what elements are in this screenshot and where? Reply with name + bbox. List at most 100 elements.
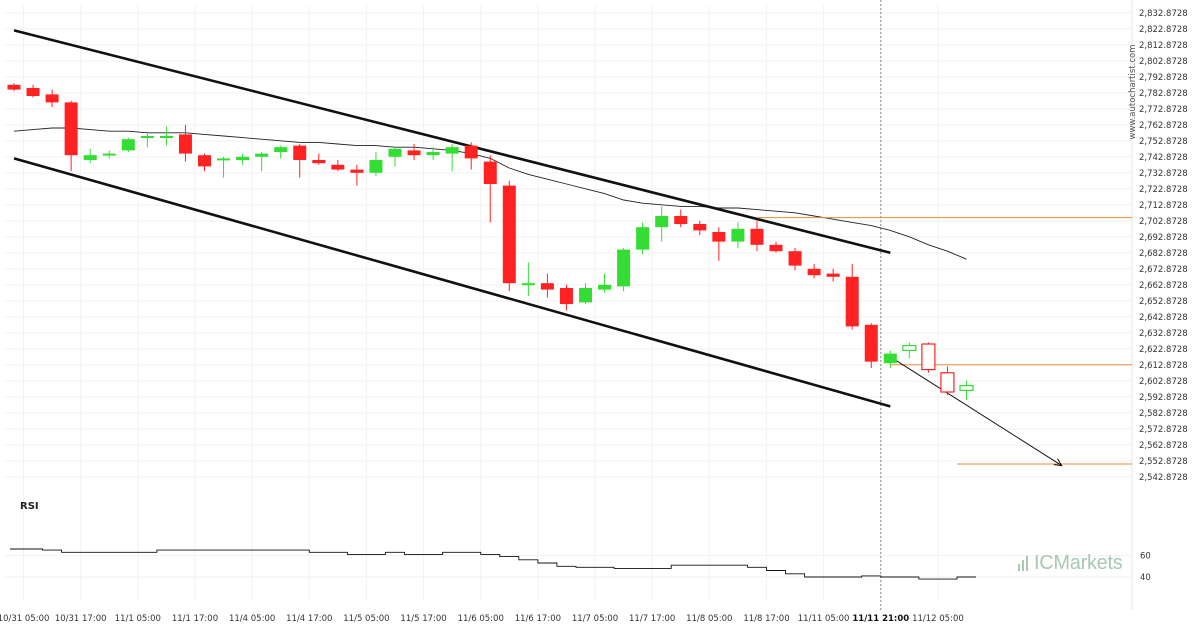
candle-body	[45, 94, 59, 103]
y-tick-label: 2,702.8728	[1139, 217, 1188, 227]
y-tick-label: 2,772.8728	[1139, 105, 1188, 115]
y-tick-label: 2,632.8728	[1139, 329, 1188, 339]
candles-layer	[7, 83, 974, 400]
x-tick-label: 11/12 05:00	[912, 614, 964, 624]
x-tick-label: 11/1 05:00	[115, 614, 161, 624]
y-tick-label: 2,692.8728	[1139, 233, 1188, 243]
candle-body	[407, 150, 421, 156]
x-tick-label: 11/8 05:00	[686, 614, 732, 624]
y-tick-label: 2,592.8728	[1139, 393, 1188, 403]
y-tick-label: 2,722.8728	[1139, 185, 1188, 195]
x-tick-label: 10/31 05:00	[0, 614, 49, 624]
y-tick-label: 2,662.8728	[1139, 281, 1188, 291]
x-tick-label: 11/5 17:00	[400, 614, 446, 624]
y-tick-label: 2,582.8728	[1139, 409, 1188, 419]
y-tick-label: 2,612.8728	[1139, 361, 1188, 371]
candle-body	[350, 169, 364, 173]
x-tick-label: 11/7 17:00	[629, 614, 675, 624]
candle-body	[540, 283, 554, 290]
candle-body	[712, 231, 726, 242]
candle-body	[388, 148, 402, 157]
candle-body	[7, 84, 21, 90]
x-tick-label: 11/1 17:00	[172, 614, 218, 624]
grid-layer	[5, 0, 1133, 610]
candle-body	[274, 147, 288, 152]
y-tick-label: 2,802.8728	[1139, 57, 1188, 67]
candle-body	[826, 273, 840, 277]
rsi-tick-label: 40	[1140, 573, 1151, 583]
x-tick-label: 10/31 17:00	[55, 614, 107, 624]
rsi-line	[10, 548, 976, 580]
x-tick-label: 11/7 05:00	[572, 614, 618, 624]
candle-body	[559, 287, 573, 304]
y-tick-label: 2,762.8728	[1139, 121, 1188, 131]
candle-body	[483, 161, 497, 184]
channel-upper-line	[13, 29, 891, 255]
candle-body	[617, 249, 631, 287]
candle-body	[426, 151, 440, 156]
projection-arrow-head	[1053, 458, 1063, 467]
y-tick-label: 2,562.8728	[1139, 441, 1188, 451]
y-tick-label: 2,742.8728	[1139, 153, 1188, 163]
x-tick-label: 11/4 05:00	[229, 614, 275, 624]
x-tick-label: 11/8 17:00	[743, 614, 789, 624]
rsi-title: RSI	[20, 501, 39, 512]
x-tick-label: 11/11 05:00	[798, 614, 850, 624]
y-tick-label: 2,822.8728	[1139, 25, 1188, 35]
candle-body	[731, 228, 745, 242]
candle-body	[636, 227, 650, 250]
x-tick-label: 11/4 17:00	[286, 614, 332, 624]
brand-name: ICMarkets	[1034, 551, 1123, 574]
candle-body	[26, 87, 40, 96]
candle-body	[236, 156, 250, 160]
y-tick-label: 2,672.8728	[1139, 265, 1188, 275]
candle-body	[464, 145, 478, 159]
y-tick-label: 2,752.8728	[1139, 137, 1188, 147]
candle-body	[198, 155, 211, 167]
y-tick-label: 2,602.8728	[1139, 377, 1188, 387]
candle-body	[312, 159, 326, 164]
y-tick-label: 2,542.8728	[1139, 473, 1188, 483]
candle-body	[750, 228, 764, 245]
candle-body	[921, 343, 936, 371]
y-tick-label: 2,572.8728	[1139, 425, 1188, 435]
y-tick-label: 2,792.8728	[1139, 73, 1188, 83]
candle-body	[959, 384, 974, 391]
candle-body	[159, 135, 173, 138]
candle-body	[83, 155, 97, 160]
candle-body	[293, 145, 307, 160]
candle-body	[255, 153, 269, 157]
candle-body	[369, 159, 383, 173]
candle-body	[521, 283, 535, 286]
rsi-panel: 40 60	[5, 548, 1151, 583]
y-tick-label: 2,552.8728	[1139, 457, 1188, 467]
candle-body	[331, 164, 345, 170]
y-tick-label: 2,832.8728	[1139, 9, 1188, 19]
candle-body	[940, 372, 955, 393]
candle-body	[807, 268, 821, 276]
candle-body	[788, 251, 802, 266]
candle-body	[693, 223, 707, 231]
trend-lines-layer	[13, 29, 1132, 467]
y-tick-label: 2,732.8728	[1139, 169, 1188, 179]
candle-body	[140, 135, 154, 138]
candle-body	[64, 102, 78, 156]
x-tick-label: 11/6 17:00	[515, 614, 561, 624]
rsi-tick-label: 60	[1140, 552, 1151, 562]
candle-body	[121, 139, 135, 151]
candle-body	[598, 284, 612, 290]
x-tick-label: 11/5 05:00	[343, 614, 389, 624]
brand-logo: ICMarkets	[1018, 551, 1123, 575]
watermark-text: www.autochartist.com	[1128, 45, 1138, 140]
y-tick-label: 2,712.8728	[1139, 201, 1188, 211]
candle-body	[502, 185, 516, 284]
candle-body	[579, 287, 592, 303]
y-tick-label: 2,642.8728	[1139, 313, 1188, 323]
x-tick-label: 11/6 05:00	[458, 614, 504, 624]
candle-body	[845, 276, 859, 327]
candle-body	[217, 158, 231, 161]
candle-body	[674, 215, 688, 224]
brand-bars-icon	[1018, 555, 1028, 571]
channel-lower-line	[13, 157, 891, 408]
